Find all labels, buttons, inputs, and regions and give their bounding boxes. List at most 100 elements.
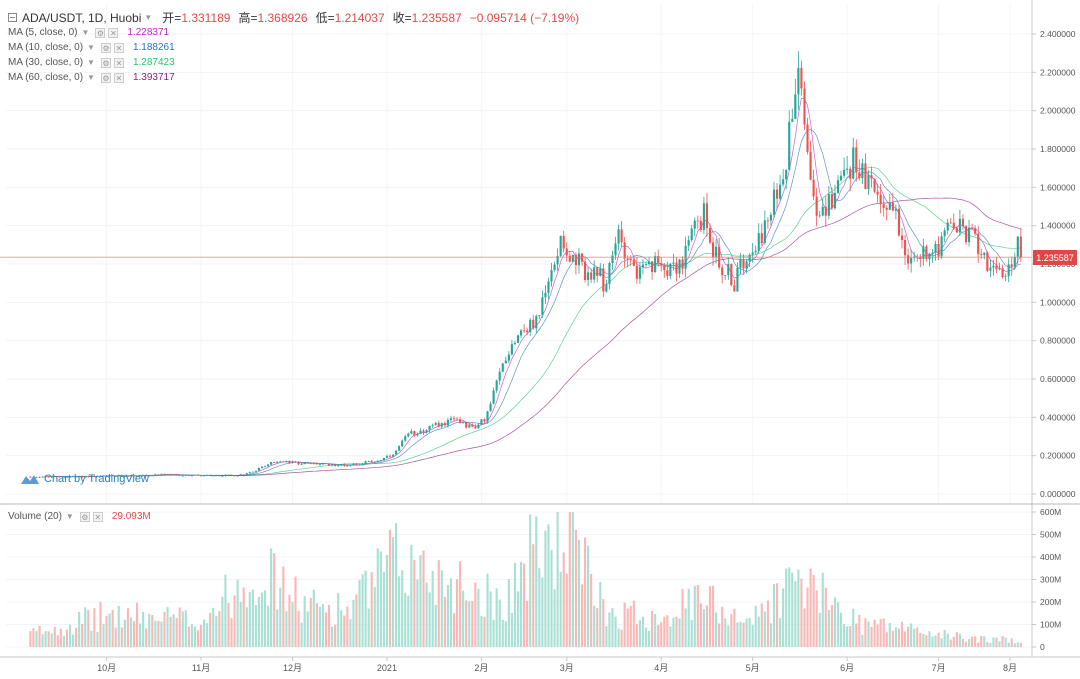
candle-body <box>547 281 550 293</box>
volume-bar <box>398 576 401 647</box>
candle-body <box>544 292 547 298</box>
close-icon[interactable]: ✕ <box>92 511 103 522</box>
close-icon[interactable]: ✕ <box>108 27 119 38</box>
chevron-down-icon[interactable]: ▼ <box>87 58 95 67</box>
candle-body <box>294 461 297 463</box>
indicator-label[interactable]: MA (10, close, 0) <box>8 42 84 53</box>
volume-bar <box>818 612 821 647</box>
candle-body <box>212 475 215 477</box>
volume-bar <box>556 512 559 647</box>
volume-bar <box>50 633 53 647</box>
volume-bar <box>84 607 87 647</box>
candle-body <box>303 462 306 465</box>
close-icon[interactable]: ✕ <box>113 57 124 68</box>
volume-bar <box>903 631 907 647</box>
price-tick-label: 1.800000 <box>1040 144 1076 154</box>
volume-bar <box>199 624 203 647</box>
candle-body <box>843 169 846 176</box>
settings-icon[interactable]: ⚙ <box>100 42 111 53</box>
volume-bar <box>480 616 483 647</box>
candle-body <box>897 208 901 236</box>
volume-tick-label: 500M <box>1040 530 1061 540</box>
candle-body <box>50 476 53 478</box>
volume-bar <box>154 620 157 647</box>
candle-body <box>632 259 635 266</box>
volume-bar <box>446 584 449 647</box>
watermark-text: Chart by TradingView <box>44 473 149 485</box>
settings-icon[interactable]: ⚙ <box>95 27 106 38</box>
candle-body <box>227 474 230 476</box>
tradingview-watermark[interactable]: Chart by TradingView <box>20 473 149 485</box>
candle-body <box>641 264 645 268</box>
indicator-ma60[interactable]: MA (60, close, 0) ▼ ⚙ ✕ 1.393717 <box>8 72 175 83</box>
chevron-down-icon[interactable]: ▼ <box>144 13 153 22</box>
candle-body <box>614 243 617 256</box>
volume-bar <box>273 553 276 647</box>
volume-bar <box>169 616 172 647</box>
volume-bar <box>699 603 702 647</box>
symbol-name[interactable]: ADA/USDT, 1D, Huobi <box>22 10 142 25</box>
close-icon[interactable]: ✕ <box>113 42 124 53</box>
candle-body <box>169 474 172 476</box>
candle-body <box>215 475 218 477</box>
price-tick-label: 0.400000 <box>1040 412 1076 422</box>
candle-body <box>187 474 190 476</box>
volume-bar <box>175 618 178 647</box>
candle-body <box>803 88 806 125</box>
volume-bar <box>529 514 532 647</box>
volume-bar <box>388 529 392 647</box>
candle-body <box>867 175 870 189</box>
chevron-down-icon[interactable]: ▼ <box>87 73 95 82</box>
indicator-ma5[interactable]: MA (5, close, 0) ▼ ⚙ ✕ 1.228371 <box>8 27 169 38</box>
candle-body <box>327 463 331 466</box>
volume-bar <box>239 602 242 647</box>
candle-body <box>440 423 443 427</box>
indicator-value: 1.393717 <box>132 72 175 83</box>
volume-bar <box>757 616 760 647</box>
candle-body <box>587 272 590 281</box>
candle-body <box>702 203 705 230</box>
candle-body <box>946 222 949 231</box>
indicator-ma30[interactable]: MA (30, close, 0) ▼ ⚙ ✕ 1.287423 <box>8 57 175 68</box>
chevron-down-icon[interactable]: ▼ <box>87 43 95 52</box>
volume-bar <box>885 632 888 647</box>
candle-body <box>971 227 974 229</box>
candle-body <box>495 380 498 391</box>
candle-body <box>151 475 154 477</box>
candle-body <box>986 252 989 271</box>
volume-bar <box>785 568 788 647</box>
indicator-label[interactable]: MA (5, close, 0) <box>8 27 78 38</box>
volume-bar <box>364 570 367 647</box>
volume-bar <box>233 595 236 647</box>
indicator-label[interactable]: MA (60, close, 0) <box>8 72 84 83</box>
chevron-down-icon[interactable]: ▼ <box>65 512 74 521</box>
candle-body <box>172 474 175 476</box>
indicator-volume[interactable]: Volume (20) ▼ ⚙ ✕ 29.093M <box>8 511 151 522</box>
time-tick-label: 2月 <box>474 663 488 673</box>
settings-icon[interactable]: ⚙ <box>100 72 111 83</box>
indicator-label[interactable]: MA (30, close, 0) <box>8 57 84 68</box>
collapse-icon[interactable] <box>8 13 17 22</box>
volume-bar <box>638 620 641 647</box>
indicator-ma10[interactable]: MA (10, close, 0) ▼ ⚙ ✕ 1.188261 <box>8 42 175 53</box>
volume-bar <box>718 623 721 647</box>
settings-icon[interactable]: ⚙ <box>79 511 90 522</box>
candle-body <box>715 246 718 257</box>
candle-body <box>346 465 349 467</box>
volume-bar <box>507 579 510 647</box>
indicator-label[interactable]: Volume (20) <box>8 511 62 522</box>
volume-bar <box>955 632 958 647</box>
volume-bar <box>721 606 724 647</box>
volume-bar <box>928 631 931 647</box>
candle-body <box>711 242 715 257</box>
candle-body <box>593 267 596 280</box>
volume-bar <box>465 600 468 647</box>
settings-icon[interactable]: ⚙ <box>100 57 111 68</box>
candle-body <box>385 455 389 458</box>
candle-body <box>388 455 392 457</box>
chevron-down-icon[interactable]: ▼ <box>81 28 90 37</box>
close-icon[interactable]: ✕ <box>113 72 124 83</box>
candle-body <box>358 464 361 466</box>
candle-body <box>782 179 785 185</box>
